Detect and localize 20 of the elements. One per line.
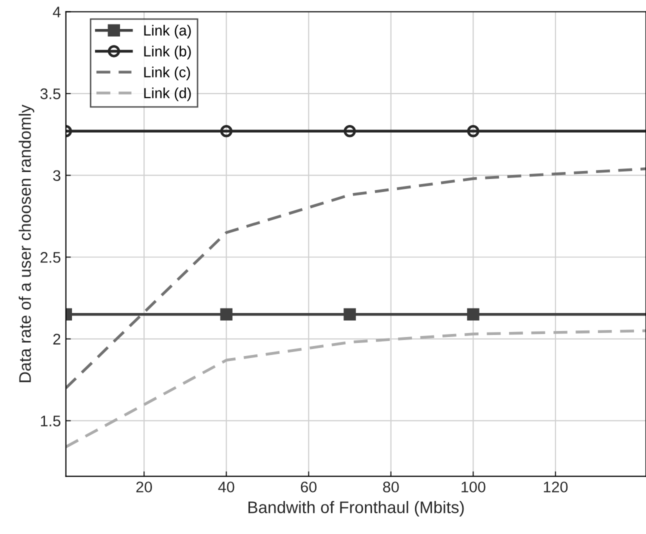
y-axis-title: Data rate of a user choosen randomly [18, 104, 34, 382]
legend-label: Link (d) [144, 88, 191, 102]
y-tick-label: 1.5 [40, 416, 60, 426]
y-tick-label: 4 [52, 6, 61, 18]
y-tick-label: 2.5 [40, 252, 60, 263]
x-tick-label: 20 [136, 482, 152, 492]
x-tick-label: 120 [544, 482, 568, 492]
line-series [66, 329, 646, 448]
y-tick-label: 3.5 [40, 88, 60, 100]
y-tick-label: 3 [53, 170, 60, 182]
x-tick-label: 80 [383, 482, 399, 492]
x-axis-title: Bandwith of Fronthaul (Mbits) [248, 500, 464, 517]
x-tick-label: 40 [218, 482, 234, 492]
legend-label: Link (a) [144, 24, 191, 38]
legend-label: Link (c) [144, 66, 190, 80]
y-tick-label: 2 [53, 334, 60, 344]
line-series [66, 167, 646, 390]
legend-label: Link (b) [144, 46, 191, 60]
x-tick-label: 100 [462, 482, 486, 492]
x-tick-label: 60 [300, 482, 317, 492]
